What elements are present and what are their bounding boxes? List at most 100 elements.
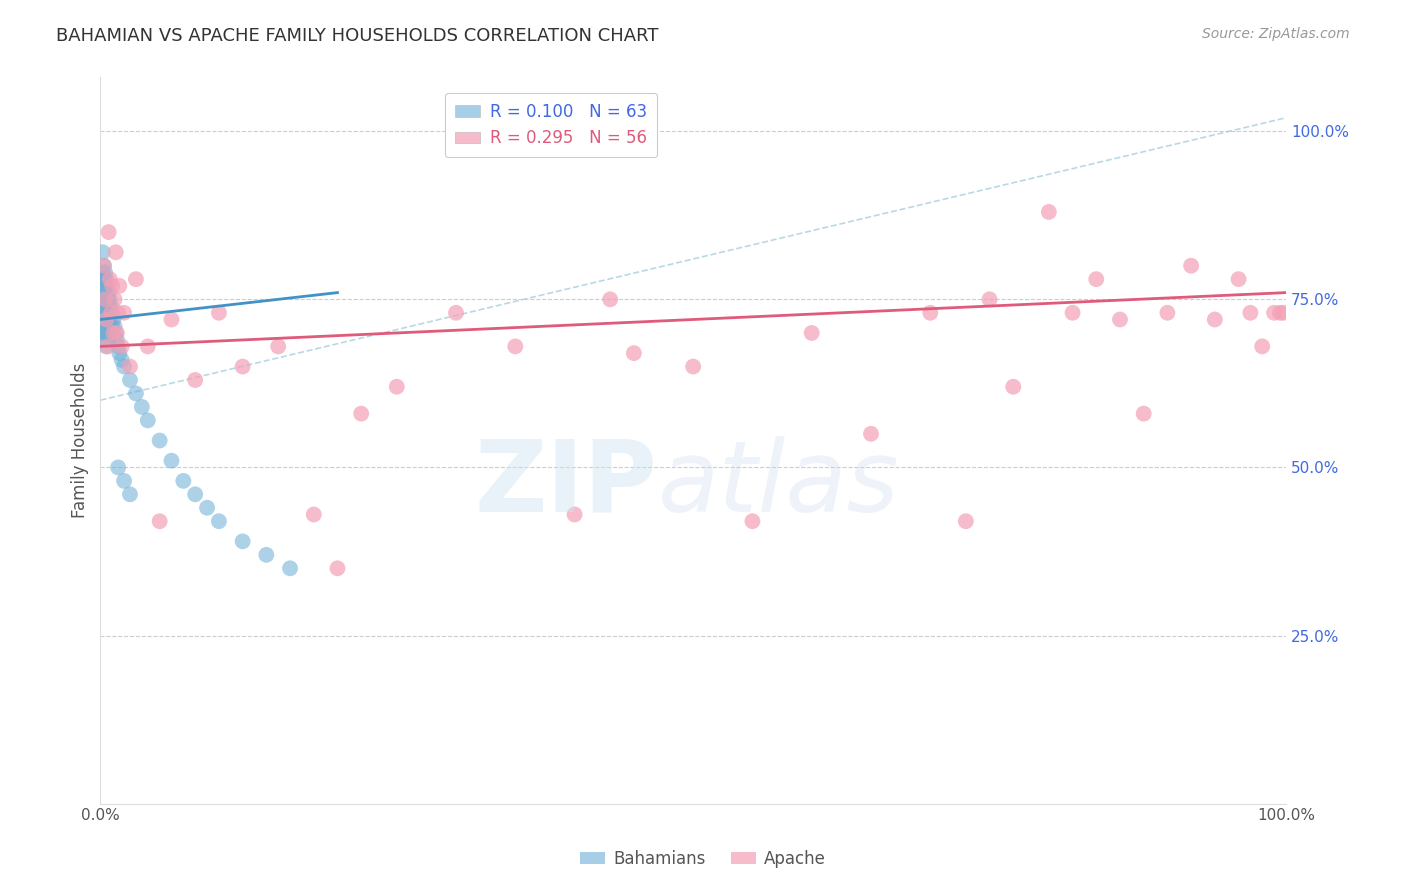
Point: [1132, 407, 1154, 421]
Point: [1156, 306, 1178, 320]
Point: [112, 306, 135, 320]
Point: [100, 312, 122, 326]
Point: [107, 306, 129, 320]
Point: [682, 359, 704, 374]
Point: [93, 312, 115, 326]
Point: [112, 359, 135, 374]
Point: [118, 373, 141, 387]
Point: [1204, 312, 1226, 326]
Point: [94, 326, 117, 340]
Point: [136, 339, 159, 353]
Point: [93, 259, 115, 273]
Point: [232, 359, 254, 374]
Point: [125, 272, 148, 286]
Point: [955, 514, 977, 528]
Point: [800, 326, 823, 340]
Y-axis label: Family Households: Family Households: [72, 363, 89, 518]
Point: [91, 245, 114, 260]
Point: [103, 326, 125, 340]
Point: [111, 339, 134, 353]
Point: [267, 339, 290, 353]
Point: [101, 278, 124, 293]
Point: [149, 514, 172, 528]
Point: [96, 339, 118, 353]
Point: [444, 306, 467, 320]
Point: [1062, 306, 1084, 320]
Point: [160, 312, 183, 326]
Point: [97, 225, 120, 239]
Point: [103, 293, 125, 307]
Legend: Bahamians, Apache: Bahamians, Apache: [574, 844, 832, 875]
Point: [104, 326, 127, 340]
Point: [103, 319, 125, 334]
Point: [105, 333, 128, 347]
Point: [149, 434, 172, 448]
Text: BAHAMIAN VS APACHE FAMILY HOUSEHOLDS CORRELATION CHART: BAHAMIAN VS APACHE FAMILY HOUSEHOLDS COR…: [56, 27, 659, 45]
Point: [96, 299, 118, 313]
Point: [564, 508, 586, 522]
Point: [96, 293, 118, 307]
Point: [623, 346, 645, 360]
Point: [96, 278, 118, 293]
Point: [1109, 312, 1132, 326]
Point: [90, 293, 112, 307]
Point: [1272, 306, 1295, 320]
Point: [96, 312, 118, 326]
Point: [1251, 339, 1274, 353]
Point: [131, 400, 153, 414]
Point: [98, 319, 121, 334]
Point: [136, 413, 159, 427]
Point: [208, 514, 231, 528]
Point: [96, 333, 118, 347]
Point: [108, 278, 131, 293]
Point: [1263, 306, 1285, 320]
Point: [97, 326, 120, 340]
Point: [98, 293, 121, 307]
Point: [90, 312, 112, 326]
Point: [1002, 380, 1025, 394]
Point: [94, 293, 117, 307]
Point: [302, 508, 325, 522]
Point: [98, 306, 121, 320]
Point: [98, 272, 121, 286]
Point: [1227, 272, 1250, 286]
Point: [104, 245, 127, 260]
Point: [108, 346, 131, 360]
Point: [505, 339, 527, 353]
Point: [90, 272, 112, 286]
Point: [254, 548, 277, 562]
Point: [96, 312, 118, 326]
Point: [741, 514, 763, 528]
Point: [93, 272, 115, 286]
Point: [350, 407, 373, 421]
Point: [94, 306, 117, 320]
Point: [96, 285, 118, 300]
Point: [100, 306, 122, 320]
Point: [859, 426, 882, 441]
Point: [111, 352, 134, 367]
Point: [91, 285, 114, 300]
Point: [101, 306, 124, 320]
Point: [96, 272, 118, 286]
Point: [385, 380, 408, 394]
Point: [93, 259, 115, 273]
Point: [1268, 306, 1291, 320]
Point: [195, 500, 218, 515]
Point: [97, 285, 120, 300]
Point: [93, 293, 115, 307]
Point: [184, 373, 207, 387]
Point: [184, 487, 207, 501]
Point: [96, 326, 118, 340]
Point: [172, 474, 194, 488]
Point: [94, 265, 117, 279]
Point: [101, 319, 124, 334]
Point: [103, 312, 125, 326]
Point: [920, 306, 942, 320]
Point: [118, 359, 141, 374]
Point: [96, 339, 118, 353]
Point: [112, 474, 135, 488]
Point: [100, 299, 122, 313]
Text: ZIP: ZIP: [475, 435, 658, 533]
Text: Source: ZipAtlas.com: Source: ZipAtlas.com: [1202, 27, 1350, 41]
Point: [94, 293, 117, 307]
